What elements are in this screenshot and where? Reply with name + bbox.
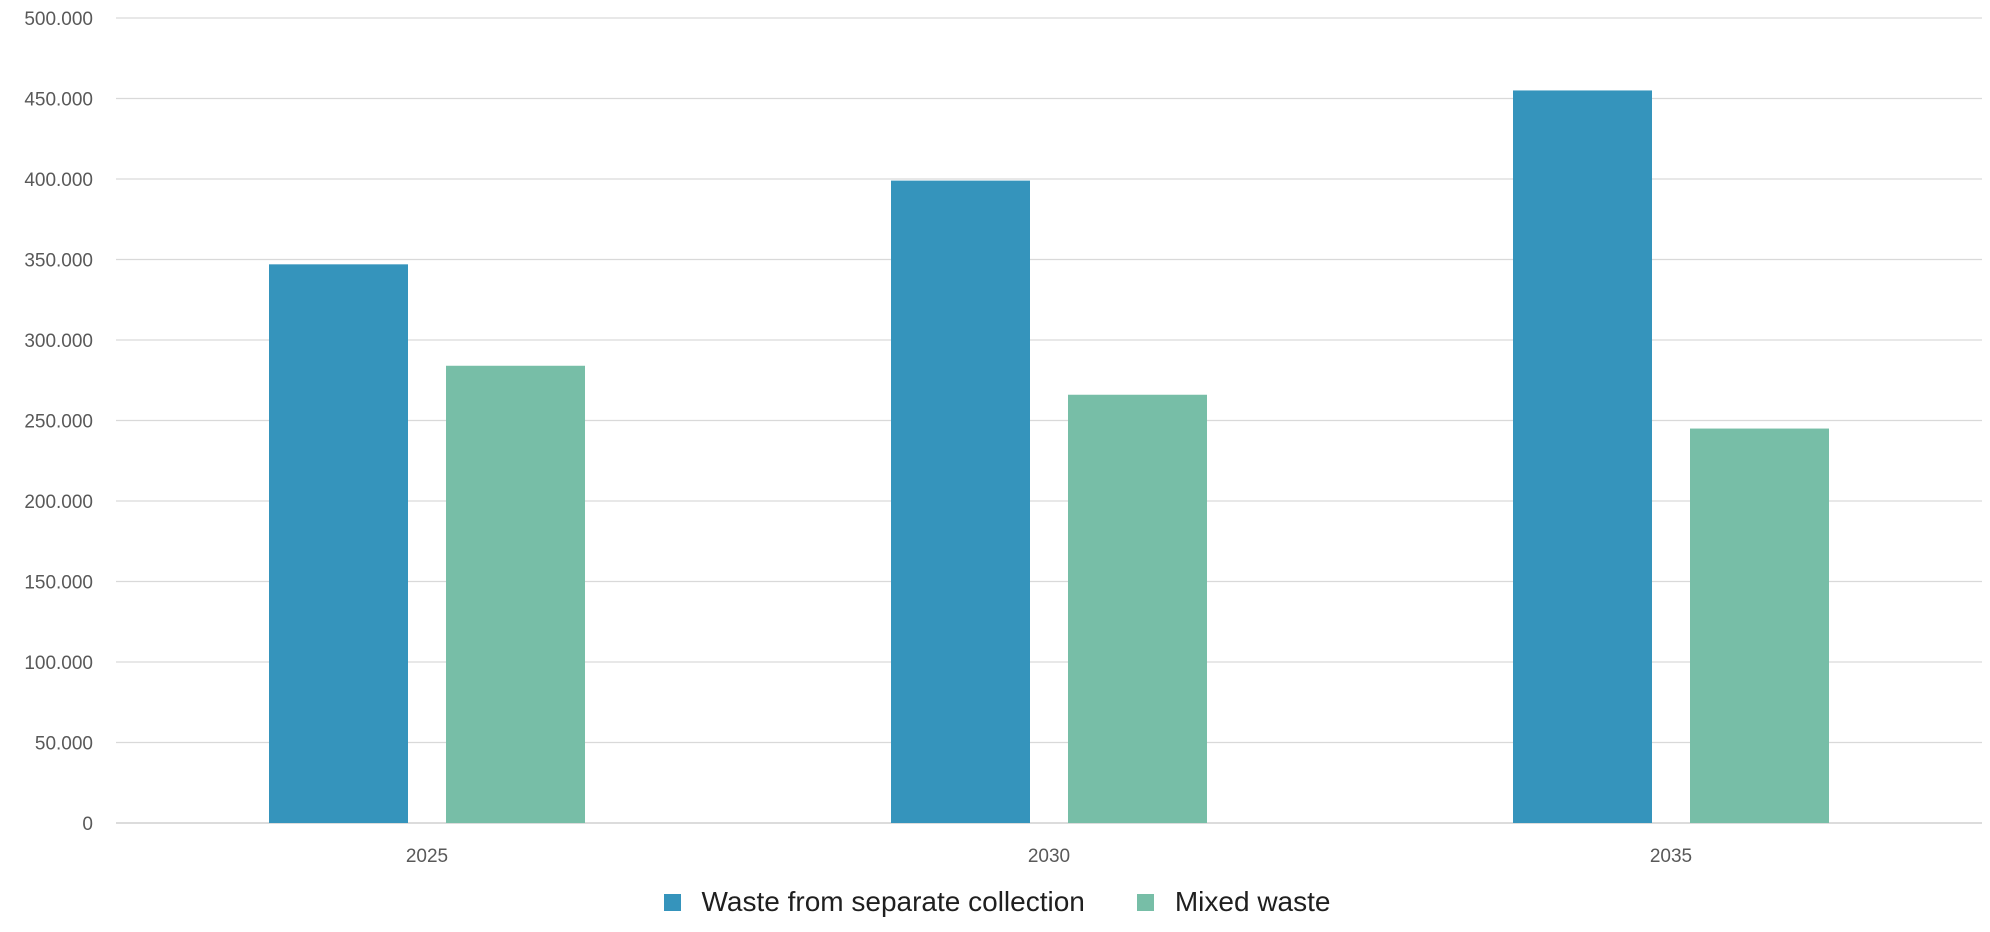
y-tick-label: 50.000 — [35, 734, 93, 755]
x-tick-label: 2030 — [1028, 846, 1070, 867]
y-tick-label: 250.000 — [24, 412, 93, 433]
bar-chart: 0 50.000 100.000 150.000 200.000 250.000 300.0… — [24, 9, 1982, 867]
bar-mixed-waste-2025 — [446, 365, 585, 823]
bar-separate-collection-2030 — [891, 180, 1030, 824]
legend-label-mixed-waste: Mixed waste — [1174, 886, 1331, 917]
bar-mixed-waste-2035 — [1690, 428, 1829, 823]
legend: Waste from separate collection Mixed was… — [0, 886, 1990, 918]
bars — [269, 90, 1829, 824]
y-tick-label: 200.000 — [24, 492, 93, 513]
gridlines — [116, 17, 1982, 824]
x-axis-tick-labels: 2025 2030 2035 — [406, 846, 1692, 867]
y-tick-label: 500.000 — [24, 9, 93, 30]
y-tick-label: 450.000 — [24, 90, 93, 111]
y-tick-label: 300.000 — [24, 331, 93, 352]
y-tick-label: 400.000 — [24, 170, 93, 191]
legend-item-mixed-waste: Mixed waste — [1136, 886, 1331, 918]
y-tick-label: 100.000 — [24, 653, 93, 674]
legend-swatch-separate-collection — [663, 893, 681, 911]
bar-mixed-waste-2030 — [1068, 394, 1207, 823]
legend-label-separate-collection: Waste from separate collection — [701, 886, 1085, 917]
y-tick-label: 350.000 — [24, 251, 93, 272]
legend-item-separate-collection: Waste from separate collection — [663, 886, 1085, 918]
bar-separate-collection-2035 — [1513, 90, 1652, 823]
y-tick-label: 0 — [82, 814, 93, 835]
y-tick-label: 150.000 — [24, 573, 93, 594]
x-tick-label: 2035 — [1650, 846, 1692, 867]
x-tick-label: 2025 — [406, 846, 448, 867]
legend-swatch-mixed-waste — [1136, 893, 1154, 911]
bar-separate-collection-2025 — [269, 264, 408, 824]
y-axis-tick-labels: 0 50.000 100.000 150.000 200.000 250.000 300.0… — [24, 9, 93, 835]
